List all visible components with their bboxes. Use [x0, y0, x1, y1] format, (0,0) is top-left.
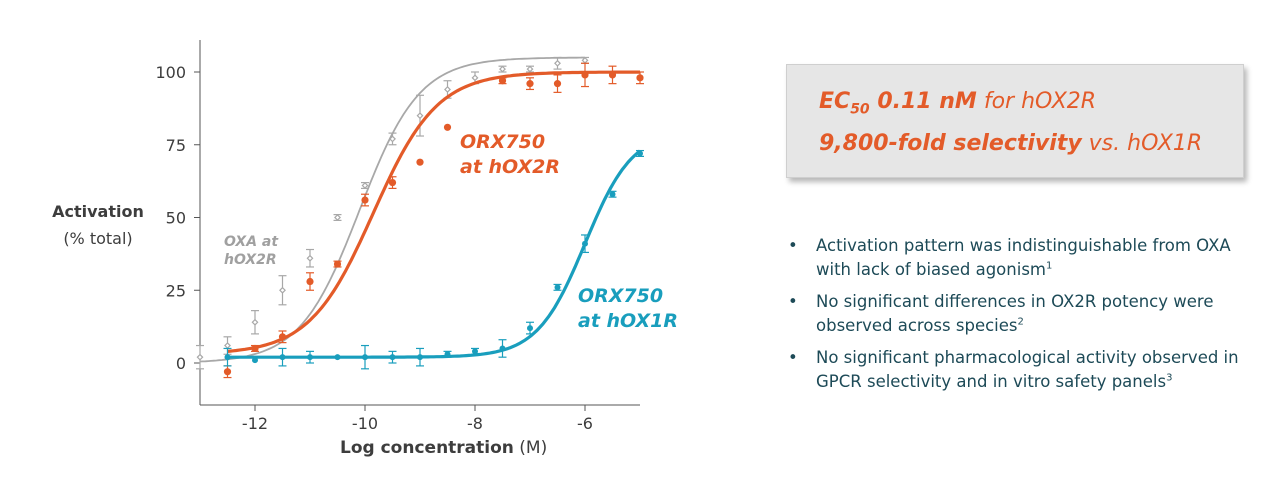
- point-oxa: [251, 318, 259, 326]
- point-orx_hox2r: [443, 123, 452, 131]
- x-axis-label: Log concentration (M): [340, 438, 547, 458]
- point-orx_hox1r: [362, 354, 368, 361]
- point-oxa: [416, 112, 424, 120]
- point-orx_hox1r: [499, 345, 506, 352]
- y-tick-label: 75: [166, 136, 186, 155]
- point-orx_hox1r: [334, 354, 341, 361]
- y-axis-label-unit: (% total): [63, 229, 133, 248]
- callout-line-selectivity: 9,800-fold selectivity vs. hOX1R: [819, 131, 1202, 156]
- point-orx_hox1r: [279, 354, 286, 361]
- y-tick-label: 0: [176, 354, 186, 373]
- series-label-oxa-line2: hOX2R: [224, 252, 277, 269]
- finding-text: Activation pattern was indistinguishable…: [816, 236, 1231, 279]
- ec50-subscript: 50: [850, 101, 870, 118]
- ec50-label: EC: [819, 89, 851, 114]
- point-orx_hox2r: [608, 71, 617, 79]
- series-label-orx750-hox1r: ORX750 at hOX1R: [578, 284, 678, 333]
- ec50-value: 0.11 nM: [869, 89, 977, 114]
- point-orx_hox2r: [498, 77, 507, 85]
- point-oxa: [279, 286, 286, 294]
- finding-item: No significant pharmacological activity …: [788, 346, 1258, 394]
- point-orx_hox2r: [361, 196, 369, 204]
- point-orx_hox2r: [553, 80, 562, 88]
- footnote-ref: 1: [1046, 260, 1053, 272]
- point-orx_hox1r: [307, 354, 313, 361]
- series-label-hox1r-line2: at hOX1R: [578, 309, 679, 332]
- y-tick-label: 100: [155, 63, 186, 82]
- footnote-ref: 3: [1166, 372, 1173, 384]
- curve-orx_hox1r: [227, 149, 642, 359]
- ec50-target: for hOX2R: [976, 89, 1097, 114]
- x-tick-label: -8: [467, 414, 483, 433]
- point-orx_hox1r: [252, 357, 258, 364]
- point-orx_hox1r: [637, 150, 643, 157]
- point-oxa: [526, 65, 534, 73]
- point-oxa: [334, 214, 341, 221]
- point-orx_hox2r: [388, 178, 397, 187]
- point-orx_hox2r: [278, 333, 287, 341]
- selectivity-value: 9,800-fold selectivity: [819, 131, 1082, 156]
- point-oxa: [581, 56, 589, 64]
- x-tick-label: -10: [352, 414, 378, 433]
- curve-oxa: [199, 56, 585, 363]
- point-orx_hox2r: [333, 260, 342, 268]
- point-orx_hox2r: [581, 71, 589, 79]
- series-label-hox2r-line2: at hOX2R: [460, 155, 561, 178]
- callout-line-ec50: EC50 0.11 nM for hOX2R: [819, 89, 1096, 117]
- y-tick-label: 25: [166, 281, 186, 300]
- point-orx_hox1r: [527, 325, 533, 332]
- point-orx_hox1r: [224, 354, 231, 361]
- series-label-hox1r-line1: ORX750: [578, 285, 664, 307]
- point-orx_hox1r: [389, 354, 396, 361]
- point-orx_hox2r: [223, 368, 232, 376]
- y-axis-label-main: Activation: [52, 202, 144, 221]
- point-orx_hox2r: [251, 344, 259, 353]
- y-axis-label: Activation (% total): [38, 198, 158, 252]
- series-label-oxa: OXA at hOX2R: [224, 233, 278, 269]
- series-label-orx750-hox2r: ORX750 at hOX2R: [460, 130, 560, 179]
- y-tick-label: 50: [166, 209, 186, 228]
- finding-text: No significant pharmacological activity …: [816, 348, 1239, 391]
- footnote-ref: 2: [1017, 316, 1024, 328]
- point-orx_hox2r: [636, 74, 644, 82]
- ec50-callout-box: EC50 0.11 nM for hOX2R 9,800-fold select…: [786, 64, 1244, 178]
- point-oxa: [306, 254, 314, 262]
- point-orx_hox1r: [444, 351, 451, 358]
- series-label-hox2r-line1: ORX750: [460, 131, 546, 153]
- dose-response-chart: 0 25 50 75 100 -12 -10 -8 -6: [155, 40, 644, 433]
- point-oxa: [389, 135, 396, 143]
- finding-text: No significant differences in OX2R poten…: [816, 292, 1214, 335]
- point-orx_hox2r: [526, 80, 534, 88]
- point-orx_hox1r: [417, 354, 423, 361]
- x-axis-label-main: Log concentration: [340, 438, 514, 458]
- point-oxa: [471, 74, 479, 82]
- finding-item: Activation pattern was indistinguishable…: [788, 234, 1258, 282]
- selectivity-target: vs. hOX1R: [1081, 131, 1203, 156]
- point-orx_hox1r: [582, 240, 588, 247]
- point-oxa: [499, 65, 506, 73]
- point-oxa: [444, 86, 451, 93]
- point-oxa: [554, 59, 561, 67]
- point-orx_hox1r: [609, 191, 616, 198]
- x-axis-label-unit: (M): [519, 438, 548, 458]
- x-tick-label: -12: [242, 414, 268, 433]
- point-orx_hox2r: [306, 277, 314, 286]
- point-oxa: [224, 342, 231, 349]
- curve-orx_hox2r: [227, 70, 640, 353]
- findings-list: Activation pattern was indistinguishable…: [788, 234, 1258, 402]
- point-orx_hox1r: [554, 284, 561, 291]
- point-oxa: [361, 182, 369, 189]
- point-orx_hox1r: [472, 348, 478, 355]
- point-oxa: [196, 353, 204, 361]
- x-tick-label: -6: [577, 414, 593, 433]
- series-label-oxa-line1: OXA at: [224, 234, 279, 250]
- finding-item: No significant differences in OX2R poten…: [788, 290, 1258, 338]
- point-orx_hox2r: [416, 158, 424, 166]
